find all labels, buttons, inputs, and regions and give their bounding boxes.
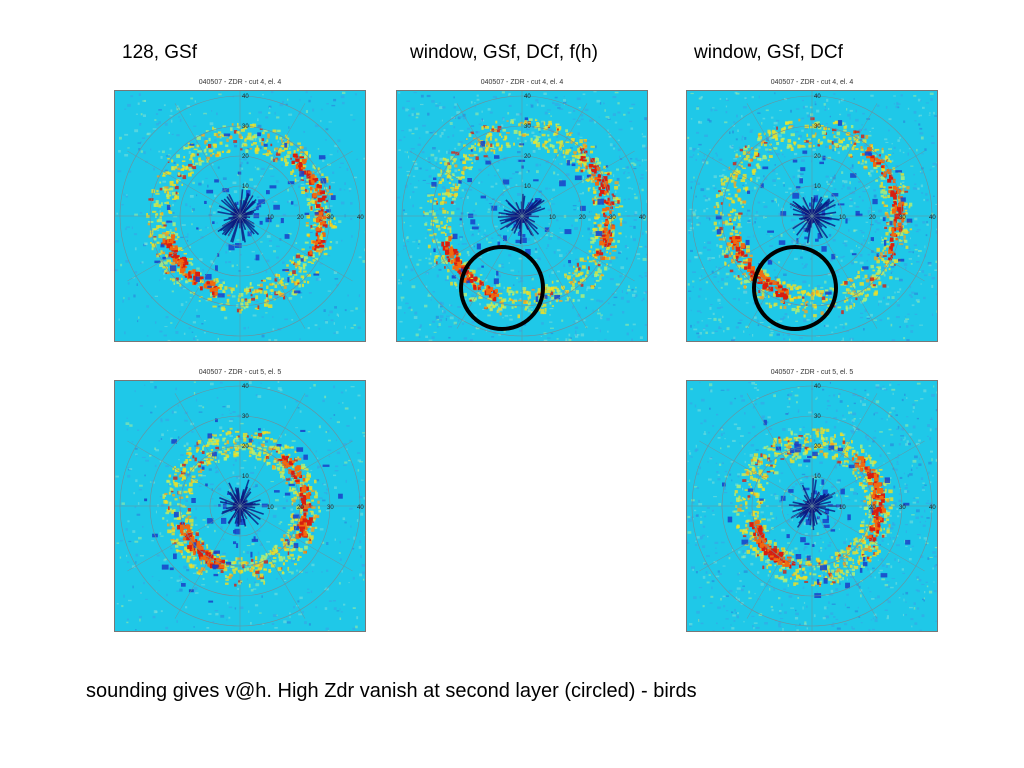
panel-title: 040507 - ZDR - cut 5, el. 5	[198, 369, 282, 376]
ring-label: 30	[327, 505, 334, 511]
north-label: 20	[242, 154, 249, 160]
column-title-3: window, GSf, DCf	[694, 42, 843, 63]
ring-label: 10	[549, 215, 556, 221]
north-label: 30	[814, 124, 821, 130]
ring-label: 30	[899, 215, 906, 221]
ring-label: 10	[839, 215, 846, 221]
north-label: 30	[242, 414, 249, 420]
radar-plot: 10 20 30 40 10 20 30 40	[686, 380, 938, 632]
ring-label: 40	[929, 215, 936, 221]
north-label: 20	[814, 444, 821, 450]
north-label: 20	[524, 154, 531, 160]
north-label: 10	[524, 184, 531, 190]
panel-title: 040507 - ZDR - cut 4, el. 4	[770, 79, 854, 86]
ring-label: 20	[297, 505, 304, 511]
ring-label: 20	[297, 215, 304, 221]
north-label: 40	[814, 94, 821, 100]
panel-title: 040507 - ZDR - cut 4, el. 4	[198, 79, 282, 86]
ring-label: 10	[267, 215, 274, 221]
ring-label: 30	[609, 215, 616, 221]
radar-plot: 10 20 30 40 10 20 30 40	[114, 380, 366, 632]
radar-panel-r2c3: 040507 - ZDR - cut 5, el. 5 10 20 30 40 10 20…	[686, 366, 938, 634]
ring-label: 30	[899, 505, 906, 511]
north-label: 10	[814, 184, 821, 190]
north-label: 10	[242, 184, 249, 190]
ring-label: 20	[869, 215, 876, 221]
north-label: 30	[242, 124, 249, 130]
north-label: 20	[242, 444, 249, 450]
north-label: 30	[524, 124, 531, 130]
column-title-1: 128, GSf	[122, 42, 197, 63]
north-label: 10	[242, 474, 249, 480]
highlight-circle-1	[459, 245, 545, 331]
ring-label: 10	[839, 505, 846, 511]
panel-title: 040507 - ZDR - cut 5, el. 5	[770, 369, 854, 376]
highlight-circle-2	[752, 245, 838, 331]
north-label: 30	[814, 414, 821, 420]
north-label: 40	[814, 384, 821, 390]
ring-label: 40	[929, 505, 936, 511]
north-label: 10	[814, 474, 821, 480]
ring-label: 40	[357, 215, 364, 221]
ring-label: 30	[327, 215, 334, 221]
ring-label: 20	[579, 215, 586, 221]
north-label: 40	[242, 94, 249, 100]
north-label: 40	[524, 94, 531, 100]
column-title-2: window, GSf, DCf, f(h)	[410, 42, 598, 63]
caption: sounding gives v@h. High Zdr vanish at s…	[86, 680, 697, 702]
panel-title: 040507 - ZDR - cut 4, el. 4	[480, 79, 564, 86]
ring-label: 10	[267, 505, 274, 511]
radar-panel-r2c1: 040507 - ZDR - cut 5, el. 5 10 20 30 40 10 20…	[114, 366, 366, 634]
radar-panel-r1c3: 040507 - ZDR - cut 4, el. 4 10 20 30 40 10 20…	[686, 76, 938, 344]
ring-label: 40	[357, 505, 364, 511]
ring-label: 40	[639, 215, 646, 221]
radar-plot: 10 20 30 40 10 20 30 40	[686, 90, 938, 342]
ring-label: 20	[869, 505, 876, 511]
radar-plot: 10 20 30 40 10 20 30 40	[114, 90, 366, 342]
north-label: 20	[814, 154, 821, 160]
north-label: 40	[242, 384, 249, 390]
radar-panel-r1c1: 040507 - ZDR - cut 4, el. 4 10 20 30 40 10 20…	[114, 76, 366, 344]
